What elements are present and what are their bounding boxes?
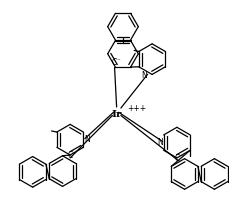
Text: N: N: [141, 71, 147, 80]
Text: C: C: [67, 151, 73, 160]
Text: ⁻: ⁻: [179, 154, 183, 160]
Text: N: N: [157, 138, 163, 147]
Text: C: C: [112, 58, 117, 67]
Text: ⁻: ⁻: [117, 58, 121, 64]
Text: C: C: [174, 154, 180, 163]
Text: Ir: Ir: [111, 110, 122, 119]
Text: +++: +++: [128, 104, 147, 113]
Text: N: N: [84, 135, 90, 144]
Text: ⁻: ⁻: [72, 151, 76, 157]
